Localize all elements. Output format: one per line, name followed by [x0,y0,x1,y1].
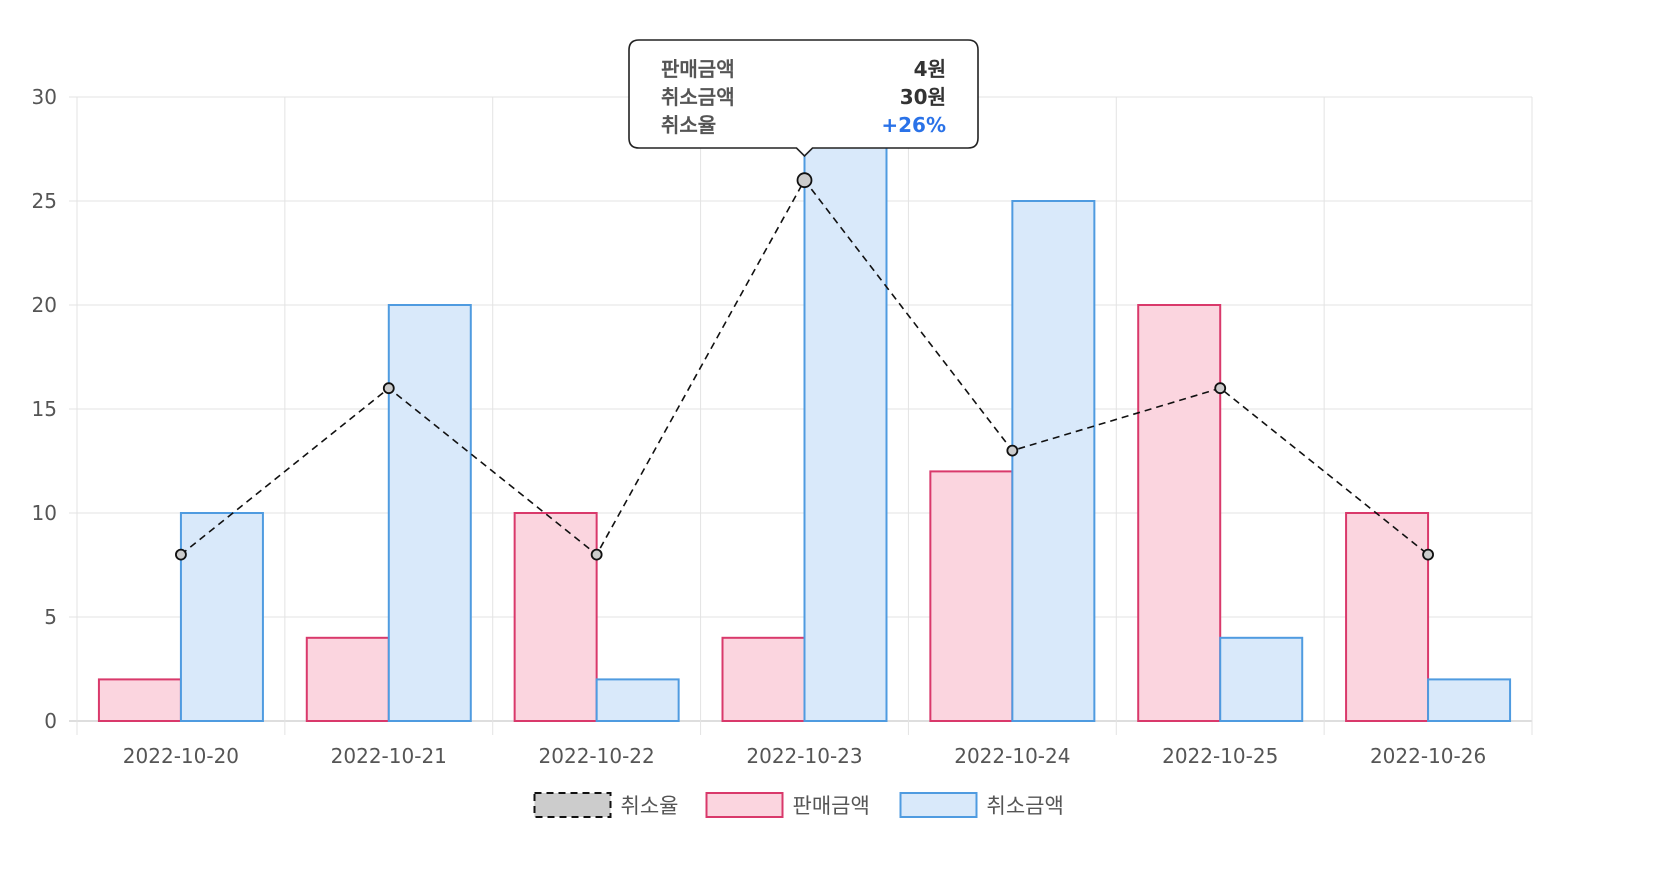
legend-swatch [533,792,612,818]
tooltip-row-label: 판매금액 [661,57,735,81]
y-tick-label: 25 [32,189,57,213]
rate-line [175,172,1434,561]
bar-cancel [1427,678,1512,723]
legend-swatch [705,792,784,818]
axes: 0 5 10 15 20 25 30 2022-10-20 2022-10-21 2022-10-… [32,85,1487,768]
y-tick-label: 20 [32,293,57,317]
tooltip-row-label: 취소금액 [661,85,735,109]
y-tick-label: 15 [32,397,57,421]
rate-point [590,548,603,561]
y-tick-label: 0 [44,709,57,733]
bar-sales [513,512,598,722]
x-tick-label: 2022-10-26 [1370,744,1486,768]
bar-sales [305,636,390,722]
legend-swatch [899,792,978,818]
y-tick-label: 5 [44,605,57,629]
tooltip-row-label: 취소율 [661,113,716,137]
bar-cancel [803,96,888,722]
x-tick-label: 2022-10-25 [1162,744,1278,768]
tooltip-row-value: 30원 [900,85,946,109]
rate-point [796,172,813,189]
grid-lines [69,96,1533,735]
x-tick-label: 2022-10-23 [746,744,862,768]
x-tick-label: 2022-10-24 [954,744,1070,768]
bar-sales [929,470,1014,722]
bars [97,96,1512,723]
bar-sales [97,678,182,723]
legend: 취소율 판매금액 취소금액 [533,792,1064,818]
tooltip-row-value: +26% [881,113,946,137]
legend-label: 취소금액 [987,794,1064,818]
bar-sales [1137,304,1222,722]
bar-cancel [595,678,680,723]
bar-sales [721,636,806,722]
y-tick-label: 10 [32,501,57,525]
bar-cancel [1219,636,1304,722]
rate-point [382,382,395,395]
x-tick-label: 2022-10-22 [539,744,655,768]
legend-label: 취소율 [621,794,679,818]
rate-point [175,548,187,561]
y-tick-label: 30 [32,85,57,109]
bar-sales [1345,512,1430,722]
bar-cancel [179,512,264,722]
x-tick-label: 2022-10-20 [123,744,239,768]
rate-point [1422,548,1434,561]
bar-cancel [387,304,472,722]
tooltip-box [628,39,979,158]
bar-cancel [1011,200,1096,722]
rate-point [1214,382,1227,395]
tooltip-row-value: 4원 [914,57,946,81]
rate-point [1006,444,1019,457]
legend-label: 판매금액 [793,794,870,818]
x-tick-label: 2022-10-21 [331,744,447,768]
